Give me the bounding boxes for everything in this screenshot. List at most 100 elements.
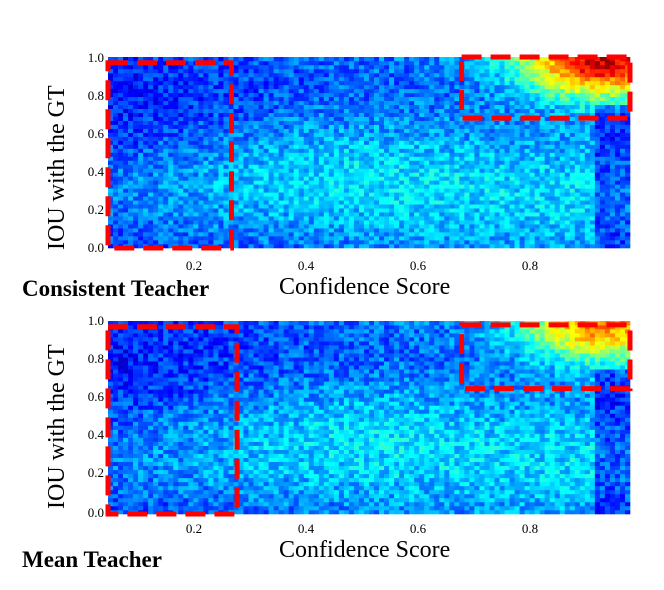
heatmap-cell: [604, 128, 611, 133]
heatmap-cell: [158, 152, 164, 157]
heatmap-cell: [379, 232, 385, 237]
heatmap-cell: [484, 160, 490, 165]
heatmap-cell: [444, 68, 450, 74]
heatmap-cell: [429, 216, 435, 221]
heatmap-cell: [409, 112, 415, 117]
heatmap-cell: [138, 160, 144, 165]
heatmap-cell: [369, 204, 375, 209]
heatmap-cell: [539, 88, 545, 94]
heatmap-cell: [374, 160, 380, 165]
heatmap-cell: [519, 136, 525, 141]
heatmap-cell: [338, 136, 345, 141]
heatmap-cell: [374, 212, 380, 217]
heatmap-cell: [414, 112, 420, 117]
heatmap-cell: [459, 196, 465, 201]
heatmap-cell: [133, 64, 139, 70]
heatmap-cell: [569, 220, 576, 225]
heatmap-cell: [233, 236, 239, 241]
heatmap-cell: [404, 140, 410, 145]
heatmap-cell: [564, 68, 571, 74]
heatmap-cell: [524, 168, 530, 173]
heatmap-cell: [283, 216, 289, 221]
heatmap-cell: [404, 68, 410, 74]
heatmap-cell: [348, 188, 355, 193]
heatmap-cell: [338, 116, 345, 121]
heatmap-cell: [243, 216, 249, 221]
heatmap-cell: [429, 196, 435, 201]
heatmap-cell: [338, 64, 345, 70]
heatmap-cell: [303, 244, 310, 249]
heatmap-cell: [248, 92, 254, 98]
heatmap-cell: [369, 92, 375, 98]
heatmap-cell: [424, 184, 430, 189]
heatmap-cell: [494, 148, 500, 153]
heatmap-cell: [384, 64, 390, 70]
heatmap-cell: [358, 92, 365, 98]
heatmap-cell: [333, 208, 340, 213]
heatmap-cell: [569, 68, 576, 74]
heatmap-cell: [544, 132, 550, 137]
heatmap-cell: [158, 212, 164, 217]
heatmap-cell: [384, 116, 390, 121]
heatmap-cell: [213, 156, 219, 161]
heatmap-cell: [434, 176, 440, 181]
heatmap-cell: [303, 208, 310, 213]
heatmap-cell: [554, 164, 561, 169]
heatmap-cell: [108, 72, 114, 78]
heatmap-cell: [554, 88, 561, 94]
heatmap-cell: [268, 120, 274, 125]
heatmap-cell: [223, 80, 229, 86]
heatmap-cell: [389, 136, 395, 141]
heatmap-cell: [594, 192, 601, 197]
heatmap-cell: [389, 164, 395, 169]
heatmap-cell: [153, 116, 159, 121]
heatmap-cell: [283, 180, 289, 185]
heatmap-cell: [604, 200, 611, 205]
heatmap-cell: [228, 164, 234, 169]
heatmap-cell: [549, 92, 556, 98]
heatmap-cell: [594, 80, 601, 86]
heatmap-cell: [268, 96, 274, 102]
heatmap-cell: [399, 120, 405, 125]
heatmap-cell: [479, 88, 485, 94]
heatmap-cell: [434, 80, 440, 86]
heatmap-cell: [509, 216, 515, 221]
heatmap-cell: [128, 192, 134, 197]
heatmap-cell: [243, 192, 249, 197]
heatmap-cell: [358, 120, 365, 125]
heatmap-cell: [419, 112, 425, 117]
heatmap-cell: [253, 208, 259, 213]
heatmap-cell: [549, 60, 556, 66]
heatmap-cell: [303, 200, 310, 205]
heatmap-cell: [379, 88, 385, 94]
heatmap-cell: [208, 68, 214, 74]
heatmap-cell: [454, 160, 460, 165]
heatmap-cell: [298, 148, 305, 153]
heatmap-cell: [208, 176, 214, 181]
heatmap-cell: [389, 124, 395, 129]
heatmap-cell: [494, 128, 500, 133]
heatmap-cell: [489, 208, 495, 213]
heatmap-cell: [183, 156, 189, 161]
heatmap-cell: [389, 144, 395, 149]
heatmap-cell: [253, 168, 259, 173]
heatmap-cell: [218, 64, 224, 70]
heatmap-cell: [569, 92, 576, 98]
heatmap-cell: [389, 236, 395, 241]
heatmap-cell: [288, 140, 295, 145]
heatmap-cell: [474, 232, 480, 237]
heatmap-cell: [434, 132, 440, 137]
heatmap-cell: [529, 136, 535, 141]
heatmap-cell: [203, 240, 209, 245]
heatmap-cell: [469, 92, 475, 98]
heatmap-cell: [233, 60, 239, 66]
heatmap-cell: [464, 180, 470, 185]
heatmap-cell: [108, 112, 114, 117]
heatmap-cell: [499, 128, 505, 133]
heatmap-cell: [128, 200, 134, 205]
heatmap-cell: [108, 116, 114, 121]
heatmap-cell: [439, 172, 445, 177]
heatmap-cell: [539, 60, 545, 66]
heatmap-cell: [524, 132, 530, 137]
heatmap-cell: [363, 244, 370, 249]
